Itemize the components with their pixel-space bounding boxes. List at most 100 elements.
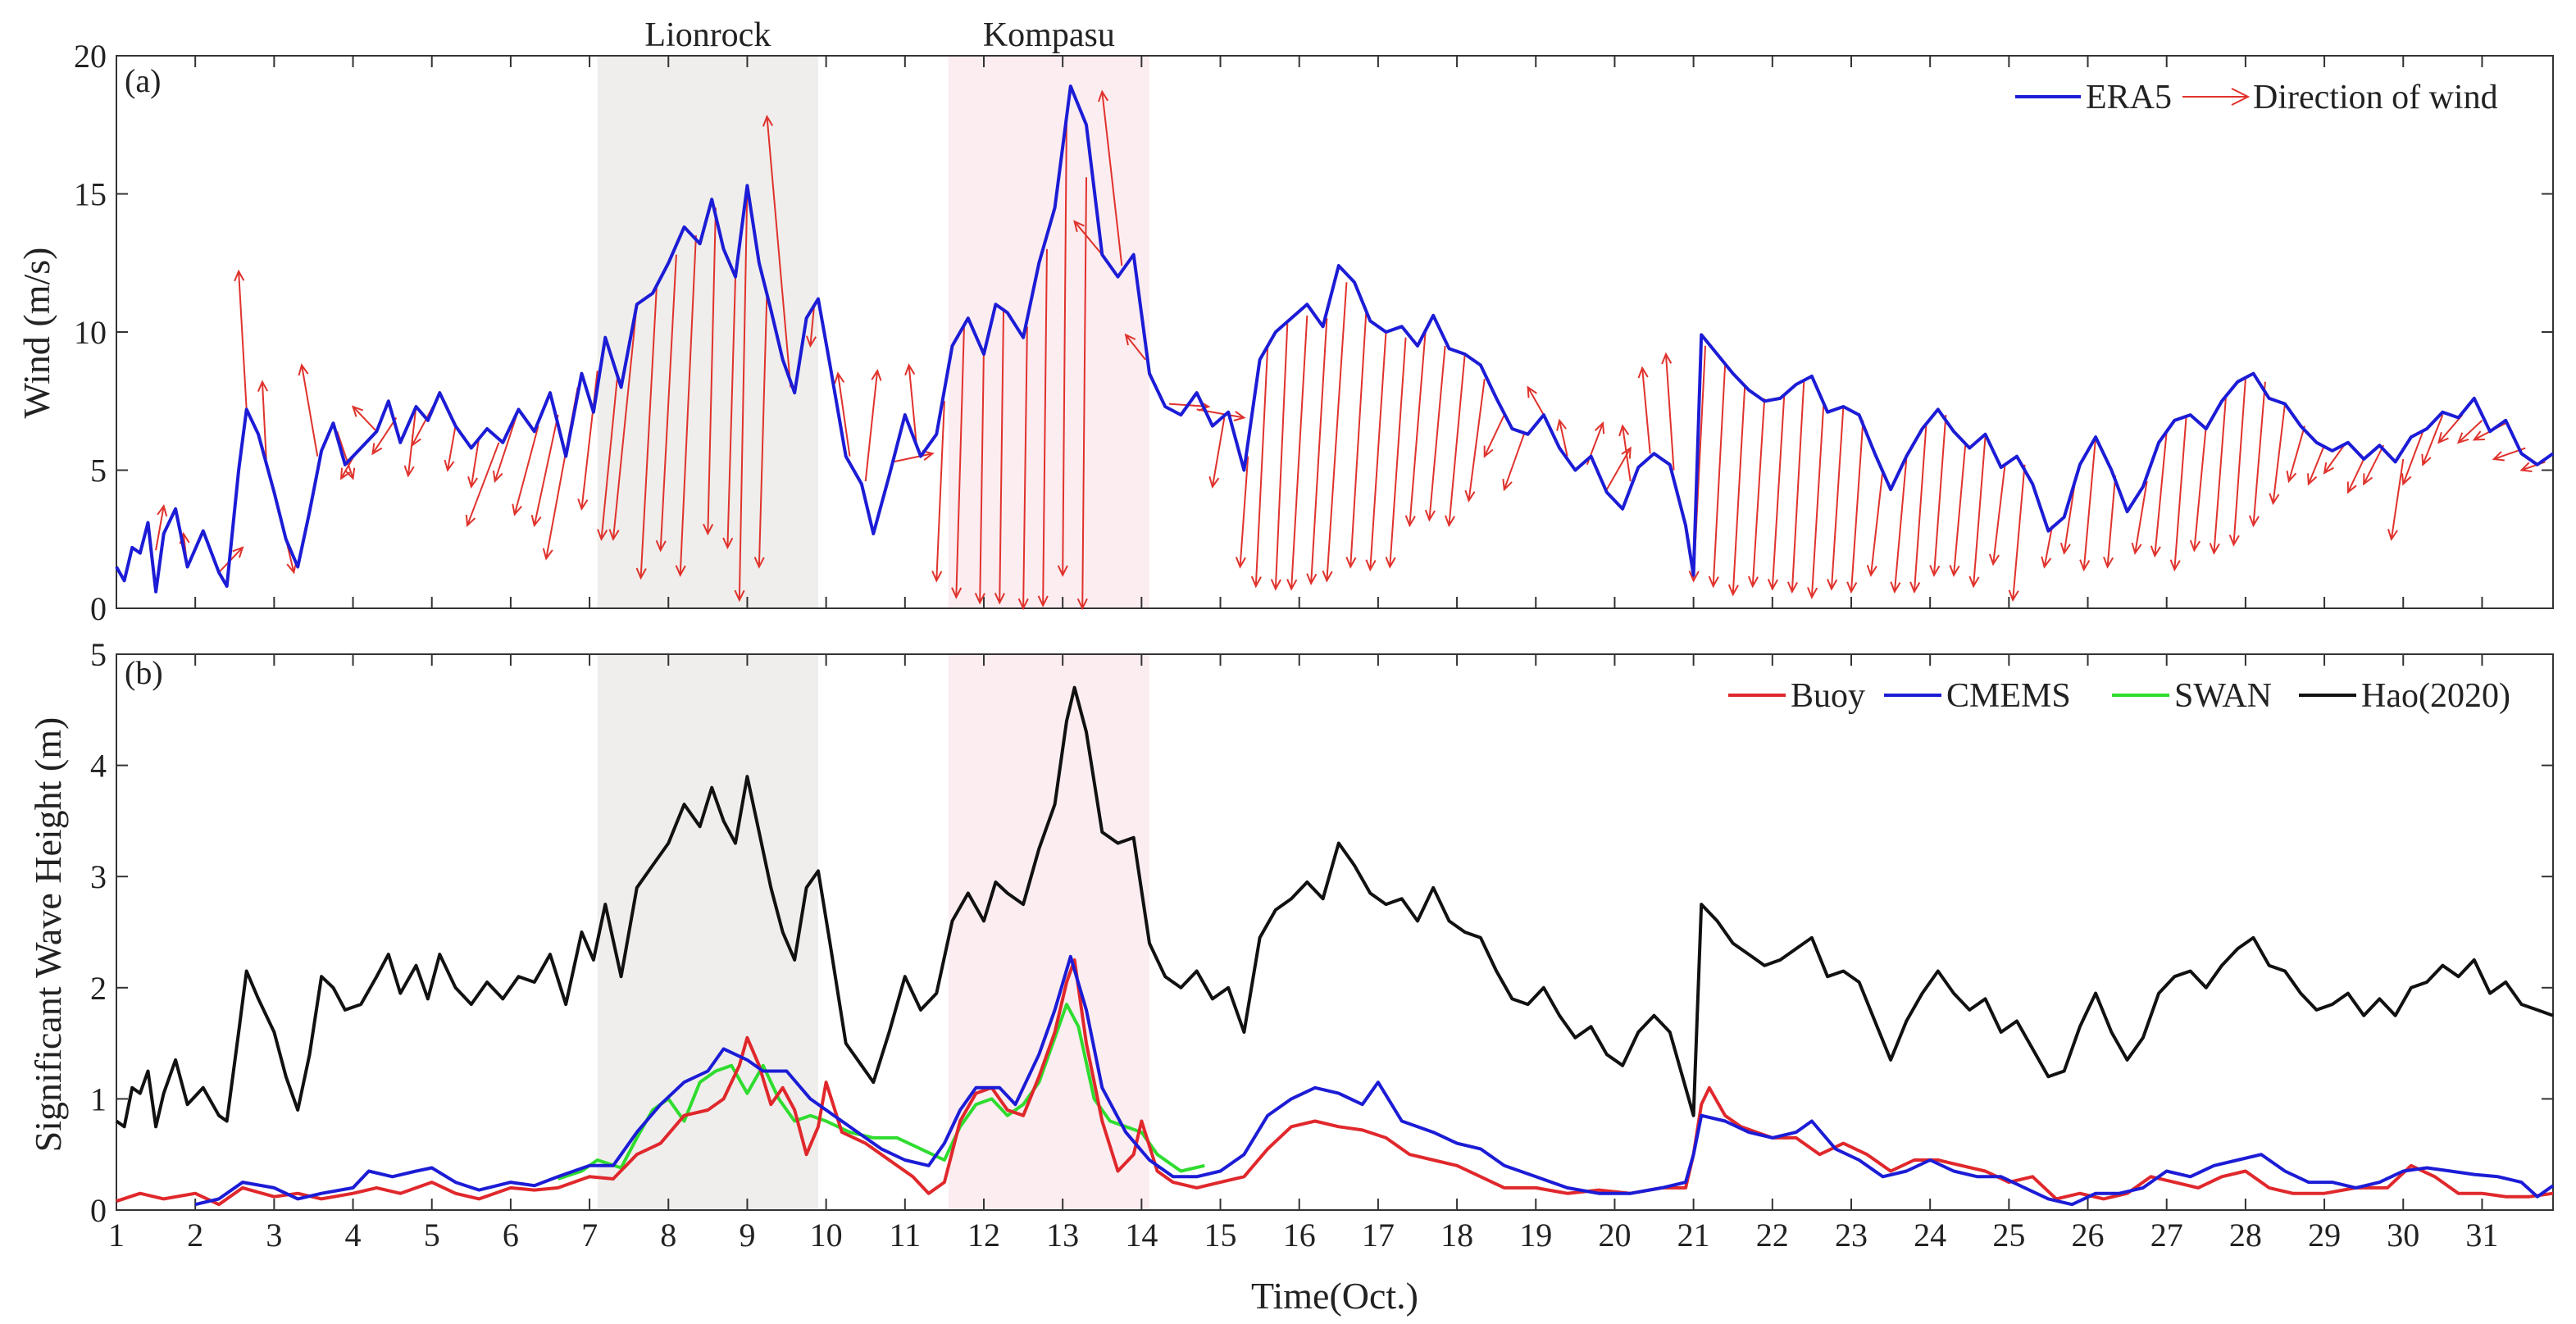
arrow-head <box>1747 576 1759 589</box>
arrow-head <box>1618 424 1630 437</box>
x-tick-label: 31 <box>2465 1217 2498 1253</box>
wind-direction-arrow <box>444 425 457 472</box>
arrow-head <box>1786 581 1799 594</box>
arrow-head <box>871 368 882 381</box>
y-tick-label: 0 <box>90 590 107 627</box>
arrow-shaft <box>2082 436 2097 570</box>
wind-direction-arrow <box>931 401 945 583</box>
y-tick-label: 0 <box>90 1192 107 1229</box>
arrow-shaft <box>707 207 717 535</box>
arrow-shaft <box>2252 381 2266 526</box>
arrow-shaft <box>2154 431 2168 557</box>
arrow-head <box>931 570 943 583</box>
arrow-shaft <box>955 326 965 598</box>
wind-direction-arrow <box>951 326 965 599</box>
y-tick-label: 15 <box>74 176 107 213</box>
wind-direction-arrow <box>1846 420 1864 594</box>
arrow-shaft <box>809 304 816 346</box>
arrow-shaft <box>2193 425 2207 551</box>
wind-direction-arrow <box>298 363 319 457</box>
arrow-shaft <box>2106 475 2117 567</box>
arrow-shaft <box>1409 331 1427 526</box>
arrow-head <box>2041 556 2052 569</box>
arrow-shaft <box>1349 309 1368 567</box>
arrow-shaft <box>1022 326 1028 609</box>
arrow-head <box>2248 515 2260 528</box>
arrow-head <box>542 548 553 561</box>
x-tick-label: 26 <box>2072 1217 2105 1253</box>
x-tick-label: 12 <box>967 1217 1000 1253</box>
x-tick-label: 16 <box>1283 1217 1316 1253</box>
arrow-head <box>1767 579 1779 591</box>
wind-direction-arrow <box>2150 431 2168 558</box>
arrow-shaft <box>2363 444 2385 485</box>
x-tick-label: 29 <box>2308 1217 2341 1253</box>
arrow-shaft <box>533 414 559 526</box>
arrow-head <box>467 475 479 489</box>
arrow-shaft <box>893 453 933 463</box>
wind-direction-arrow <box>2286 425 2305 484</box>
arrow-head <box>834 371 845 384</box>
wind-direction-arrow <box>1909 425 1927 594</box>
arrow-shaft <box>659 254 677 551</box>
arrow-shaft <box>1274 323 1289 589</box>
arrow-head <box>2363 473 2373 486</box>
wind-direction-arrow <box>703 207 717 536</box>
arrow-shaft <box>1641 367 1651 454</box>
wind-direction-arrow <box>1037 248 1049 607</box>
arrow-shaft <box>908 365 918 448</box>
x-tick-label: 21 <box>1677 1217 1710 1253</box>
arrow-shaft <box>1290 315 1308 589</box>
panel-label-b: (b) <box>125 654 163 691</box>
wind-direction-arrow <box>2008 464 2026 603</box>
series-lines <box>115 84 2555 594</box>
arrow-shaft <box>1810 403 1825 598</box>
x-tick-label: 28 <box>2229 1217 2262 1253</box>
arrow-shaft <box>837 373 851 457</box>
y-axis-label-wind: Wind (m/s) <box>16 248 57 419</box>
x-tick-label: 8 <box>660 1217 676 1253</box>
arrow-head <box>951 587 963 599</box>
arrow-head <box>577 498 589 511</box>
y-tick-label: 5 <box>90 636 107 673</box>
arrow-shaft <box>2232 379 2246 545</box>
arrow-shaft <box>2347 458 2365 493</box>
panel-a-wind: 0 5 10 15 20 (a) Wind (m/s) Lionrock Kompasu… <box>16 16 2555 627</box>
wind-direction-arrow <box>2131 480 2148 555</box>
x-tick-label: 24 <box>1914 1217 1946 1253</box>
wind-direction-arrow <box>1250 345 1269 589</box>
arrow-head <box>2103 556 2114 569</box>
arrow-head <box>1527 385 1537 398</box>
wind-direction-arrow <box>722 276 737 550</box>
x-tick-label: 20 <box>1598 1217 1631 1253</box>
arrow-shaft <box>1211 417 1226 487</box>
arrow-head <box>2169 559 2181 572</box>
arrow-shaft <box>446 425 457 471</box>
wind-direction-arrow <box>1747 398 1766 589</box>
arrow-shaft <box>470 436 480 487</box>
arrow-shaft <box>2390 458 2405 539</box>
arrow-shaft <box>1712 365 1727 587</box>
wind-direction-arrow <box>1527 385 1545 416</box>
arrow-head <box>2228 535 2240 547</box>
wind-direction-arrow <box>1637 366 1651 454</box>
arrow-shaft <box>2437 414 2464 444</box>
arrow-shaft <box>1042 248 1048 606</box>
storm-bands <box>597 56 1149 608</box>
wind-direction-arrow <box>351 405 378 433</box>
arrow-head <box>339 467 351 480</box>
wind-direction-arrow <box>864 368 882 482</box>
x-tick-label: 14 <box>1125 1217 1158 1253</box>
arrow-head <box>1949 565 1960 577</box>
legend-label-era5: ERA5 <box>2086 79 2172 116</box>
wind-direction-arrow <box>1786 381 1805 594</box>
arrow-shaft <box>580 371 598 509</box>
y-tick-label: 3 <box>90 858 107 895</box>
arrow-shaft <box>1081 177 1088 609</box>
series-lines <box>115 685 2555 1207</box>
wind-direction-arrow <box>2346 458 2365 494</box>
arrow-head <box>2421 453 2432 466</box>
storm-label-lionrock: Lionrock <box>644 16 771 54</box>
